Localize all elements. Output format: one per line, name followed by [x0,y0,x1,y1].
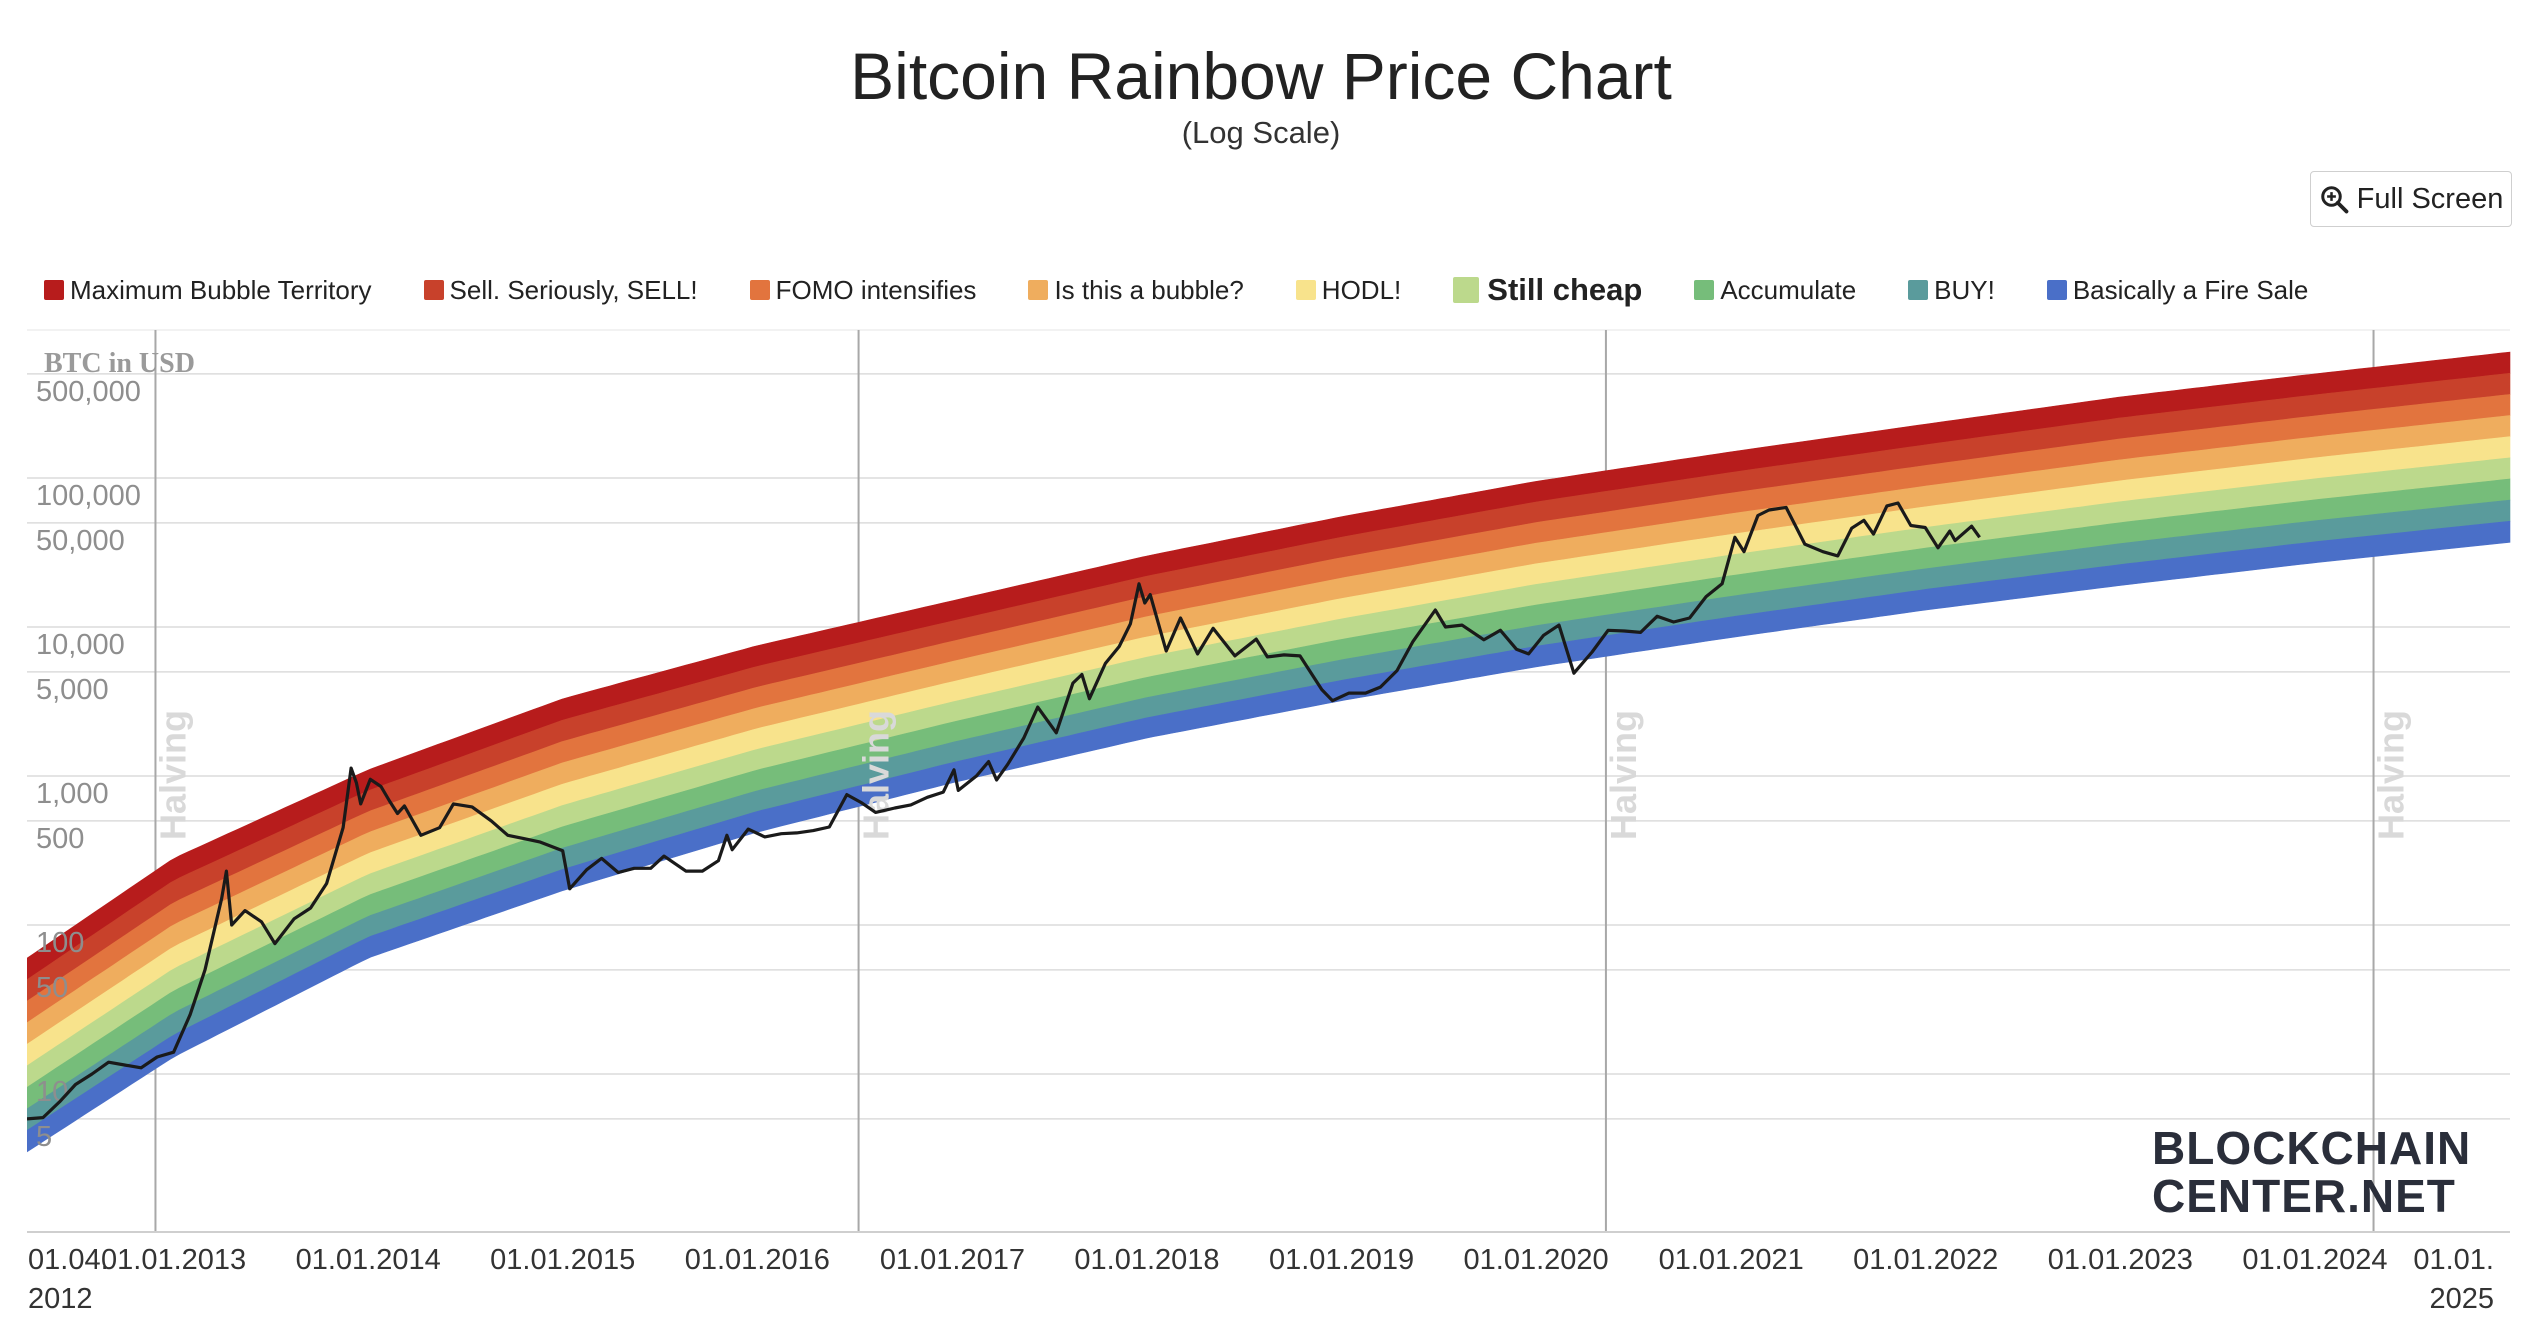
x-tick-label: 01.01.2023 [2048,1244,2193,1276]
x-tick-label: 01.01.2017 [880,1244,1025,1276]
x-tick-label: 01.01.2014 [296,1244,441,1276]
legend-swatch [1453,277,1480,303]
halving-label-4: Halving [2371,710,2412,840]
x-tick-label: 2025 [2429,1283,2494,1315]
legend-item-3[interactable]: FOMO intensifies [749,274,977,306]
x-tick-label: 01.01.2013 [101,1244,246,1276]
x-tick-label: 2012 [28,1283,93,1315]
y-tick-label: 100,000 [36,480,141,512]
legend-label: Maximum Bubble Territory [70,274,372,305]
halving-label-2: Halving [856,710,897,840]
legend-item-9[interactable]: Basically a Fire Sale [2046,274,2309,306]
legend-item-2[interactable]: Sell. Seriously, SELL! [423,274,698,306]
legend-swatch [1295,280,1316,300]
logo-line-1: BLOCKCHAIN [2152,1122,2472,1174]
legend-swatch [749,280,770,300]
legend-label: Accumulate [1720,274,1857,305]
full-screen-button[interactable]: Full Screen [2310,171,2512,227]
x-tick-label: 01.01. [2413,1244,2494,1276]
x-tick-label: 01.01.2020 [1464,1244,1609,1276]
legend-label: HODL! [1321,274,1402,305]
zoom-in-icon [2320,186,2349,214]
legend-item-5[interactable]: HODL! [1295,274,1402,306]
halving-label-1: Halving [152,710,193,840]
y-axis-label: BTC in USD [44,348,195,379]
legend-label: BUY! [1934,274,1995,305]
legend-swatch [1908,280,1929,300]
y-tick-label: 500,000 [36,376,141,408]
legend-swatch [2046,280,2067,300]
legend-label: Basically a Fire Sale [2072,274,2309,305]
chart-subtitle: (Log Scale) [1181,115,1341,150]
x-tick-label: 01.01.2016 [685,1244,830,1276]
y-tick-label: 50,000 [36,525,125,557]
legend-item-1[interactable]: Maximum Bubble Territory [44,275,372,306]
x-tick-label: 01.01.2022 [1853,1244,1998,1276]
chart-legend: Maximum Bubble Territory Sell. Seriously,… [44,268,2308,312]
full-screen-label: Full Screen [2356,182,2504,215]
legend-swatch [1694,280,1715,300]
x-tick-label: 01.01.2015 [490,1244,635,1276]
legend-swatch [1028,280,1049,300]
y-tick-label: 1,000 [36,778,109,810]
y-tick-label: 10,000 [36,629,125,661]
blockchaincenter-logo: BLOCKCHAIN CENTER.NET [2152,1125,2471,1219]
x-tick-label: 01.01.2021 [1659,1244,1804,1276]
price-series [27,501,1981,1121]
halving-label-3: Halving [1603,710,1644,840]
band-9 [27,520,2511,1153]
logo-line-2: CENTER.NET [2152,1170,2456,1222]
chart-title: Bitcoin Rainbow Price Chart [850,39,1672,113]
y-tick-label: 500 [36,823,84,855]
legend-item-7[interactable]: Accumulate [1694,275,1856,306]
legend-item-8[interactable]: BUY! [1908,275,1995,306]
rainbow-bands [27,351,2511,1153]
x-tick-label: 01.04. [28,1244,109,1276]
legend-label: Still cheap [1487,272,1643,307]
x-tick-label: 01.01.2018 [1074,1244,1219,1276]
y-tick-label: 100 [36,927,84,959]
y-tick-label: 50 [36,972,68,1004]
x-tick-label: 01.01.2019 [1269,1244,1414,1276]
y-tick-label: 5 [36,1121,52,1153]
legend-label: Is this a bubble? [1054,274,1244,305]
btc-price-line [27,501,1981,1121]
legend-item-6[interactable]: Still cheap [1453,272,1642,308]
legend-swatch [423,280,444,300]
y-tick-label: 5,000 [36,674,109,706]
y-tick-label: 10 [36,1076,68,1108]
legend-label: FOMO intensifies [775,274,977,305]
x-tick-label: 01.01.2024 [2242,1244,2387,1276]
legend-label: Sell. Seriously, SELL! [449,274,698,305]
legend-item-4[interactable]: Is this a bubble? [1028,274,1244,306]
legend-swatch [44,280,64,300]
